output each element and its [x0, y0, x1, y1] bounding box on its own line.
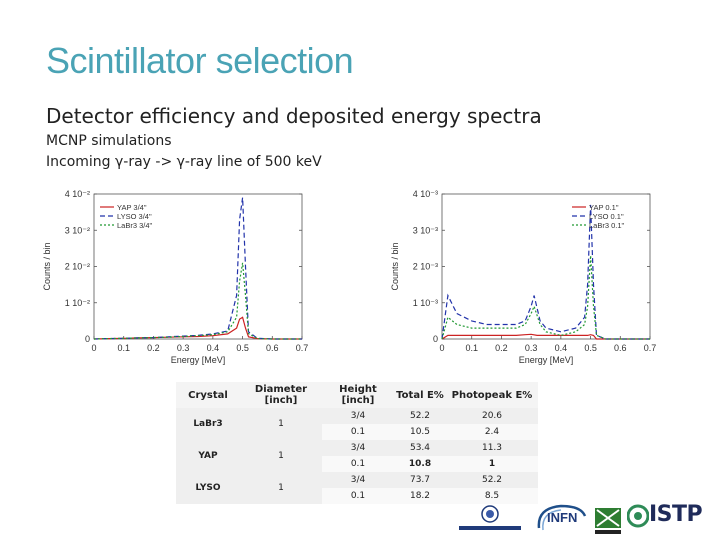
x-tick-label: 0 — [439, 343, 444, 353]
table-row: YAP 1 3/4 53.4 11.3 — [176, 440, 538, 472]
header-photopeak: Photopeak E% — [446, 382, 538, 408]
green-emblem-logo — [595, 508, 621, 534]
table-row: LaBr3 1 3/4 52.2 20.6 — [176, 408, 538, 440]
crystal-cell: YAP — [176, 440, 240, 472]
x-tick-label: 0.1 — [117, 343, 130, 353]
series-line-1 — [441, 204, 650, 340]
header-total: Total E% — [394, 382, 446, 408]
y-axis-label: Counts / bin — [42, 242, 52, 290]
series-line-0 — [441, 333, 650, 340]
results-table: Crystal Diameter [inch] Height [inch] To… — [176, 382, 538, 504]
y-tick-label: 4 10⁻³ — [413, 189, 438, 199]
x-tick-label: 0.2 — [495, 343, 508, 353]
x-tick-label: 0.4 — [555, 343, 568, 353]
y-tick-label: 3 10⁻² — [65, 225, 90, 235]
photopeak-cell: 2.4 — [446, 424, 538, 440]
legend-entry: LYSO 0.1" — [589, 212, 624, 221]
photopeak-cell: 20.6 — [446, 408, 538, 424]
table-row: 0.1 10.8 1 — [176, 456, 538, 472]
slide-subtitle: Detector efficiency and deposited energy… — [46, 104, 542, 128]
series-line-2 — [93, 262, 302, 340]
x-tick-label: 0.3 — [177, 343, 190, 353]
x-tick-label: 0.5 — [236, 343, 249, 353]
total-cell: 52.2 — [394, 408, 446, 424]
photopeak-cell: 8.5 — [446, 488, 538, 504]
y-tick-label: 1 10⁻² — [65, 298, 90, 308]
y-tick-label: 0 — [433, 334, 438, 344]
table-header-row: Crystal Diameter [inch] Height [inch] To… — [176, 382, 538, 408]
legend-entry: LYSO 3/4" — [117, 212, 152, 221]
infn-logo: INFN — [533, 502, 589, 534]
table-row: LYSO 1 3/4 73.7 52.2 — [176, 472, 538, 504]
slide-title: Scintillator selection — [46, 40, 354, 81]
chart-left: 0 0.1 0.2 0.3 0.4 0.5 0.6 0.7 0 1 10⁻² 2 10⁻² 3 10⁻… — [42, 189, 309, 365]
photopeak-cell: 52.2 — [446, 472, 538, 488]
infn-logo-text: INFN — [547, 510, 578, 525]
x-axis-label: Energy [MeV] — [171, 355, 226, 365]
photopeak-cell: 11.3 — [446, 440, 538, 456]
partner-logos: INFN ISTP — [455, 500, 720, 540]
diameter-cell: 1 — [240, 440, 322, 472]
istp-logo-text: ISTP — [649, 502, 703, 527]
height-cell: 3/4 — [322, 408, 394, 424]
diameter-cell: 1 — [240, 408, 322, 440]
legend-entry: YAP 3/4" — [117, 203, 147, 212]
legend-entry: LaBr3 3/4" — [117, 221, 153, 230]
y-tick-label: 3 10⁻³ — [413, 225, 438, 235]
y-tick-label: 4 10⁻² — [65, 189, 90, 199]
y-tick-label: 2 10⁻² — [65, 262, 90, 272]
height-cell: 0.1 — [322, 456, 394, 472]
chart-right: 0 0.1 0.2 0.3 0.4 0.5 0.6 0.7 0 1 10⁻³ 2 10⁻³ 3 10⁻… — [390, 189, 657, 365]
y-tick-label: 0 — [85, 334, 90, 344]
y-tick-label: 1 10⁻³ — [413, 298, 438, 308]
infn-logo-mark — [537, 504, 587, 531]
crystal-cell: LaBr3 — [176, 408, 240, 440]
text-line-simulations: MCNP simulations — [46, 133, 172, 149]
y-axis-label: Counts / bin — [390, 242, 400, 290]
legend-entry: LaBr3 0.1" — [589, 221, 625, 230]
header-diameter: Diameter [inch] — [240, 382, 322, 408]
x-axis-label: Energy [MeV] — [519, 355, 574, 365]
x-tick-label: 0.5 — [584, 343, 597, 353]
height-cell: 3/4 — [322, 440, 394, 456]
x-tick-label: 0.6 — [614, 343, 627, 353]
crystal-cell: LYSO — [176, 472, 240, 504]
x-tick-label: 0.3 — [525, 343, 538, 353]
series-line-2 — [441, 255, 650, 340]
x-tick-label: 0.2 — [147, 343, 160, 353]
istp-leaf-icon — [627, 504, 649, 528]
total-cell: 10.8 — [394, 456, 446, 472]
total-cell: 10.5 — [394, 424, 446, 440]
height-cell: 3/4 — [322, 472, 394, 488]
table-row: 0.1 10.5 2.4 — [176, 424, 538, 440]
height-cell: 0.1 — [322, 424, 394, 440]
table-row: 0.1 18.2 8.5 — [176, 488, 538, 504]
x-tick-label: 0.1 — [465, 343, 478, 353]
x-tick-label: 0 — [91, 343, 96, 353]
x-tick-label: 0.7 — [644, 343, 657, 353]
x-tick-label: 0.6 — [266, 343, 279, 353]
text-line-incoming: Incoming γ-ray -> γ-ray line of 500 keV — [46, 154, 322, 170]
total-cell: 53.4 — [394, 440, 446, 456]
x-tick-label: 0.4 — [207, 343, 220, 353]
legend-entry: YAP 0.1" — [589, 203, 619, 212]
photopeak-cell: 1 — [446, 456, 538, 472]
consorzio-logo — [459, 505, 521, 530]
y-tick-label: 2 10⁻³ — [413, 262, 438, 272]
header-height: Height [inch] — [322, 382, 394, 408]
total-cell: 18.2 — [394, 488, 446, 504]
height-cell: 0.1 — [322, 488, 394, 504]
total-cell: 73.7 — [394, 472, 446, 488]
x-tick-label: 0.7 — [296, 343, 309, 353]
diameter-cell: 1 — [240, 472, 322, 504]
istp-logo: ISTP — [627, 502, 717, 536]
header-crystal: Crystal — [176, 382, 240, 408]
